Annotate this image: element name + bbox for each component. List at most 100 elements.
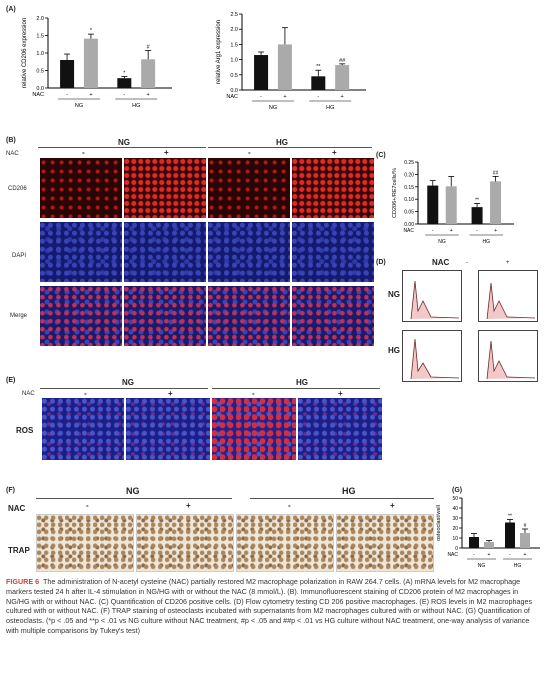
d-flow-ng-plus: [478, 270, 538, 322]
b-row-cd206: CD206: [8, 186, 27, 192]
f-nac-plus-2: +: [390, 501, 395, 510]
a1-ytick-label: 0.0: [36, 86, 44, 92]
a2-nac-sign: +: [283, 94, 286, 100]
e-tile-ng-minus: [42, 398, 124, 460]
f-header-hg: HG: [342, 486, 356, 496]
b-tile-merge-hg-minus: [208, 286, 290, 346]
c-nac-sign: +: [494, 228, 497, 234]
g-nac-sign: -: [509, 552, 511, 558]
a1-ytick-label: 0.5: [36, 69, 44, 75]
g-ytick-label: 40: [452, 506, 458, 512]
c-nac-label: NAC: [403, 228, 414, 234]
chart-a2: 0.0 0.5 1.0 1.5 2.0 2.5 relative Arg1 expressi…: [216, 12, 366, 111]
b-nac-minus-2: -: [248, 148, 251, 157]
b-nac-label: NAC: [6, 151, 19, 157]
c-bar: [471, 207, 483, 224]
a1-group-label: NG: [75, 103, 83, 109]
panel-label-a: (A): [6, 6, 16, 13]
a1-ytick-label: 2.0: [36, 16, 44, 22]
c-ylabel: CD206+/RE7cells/%: [392, 168, 398, 218]
c-ytick-label: 0.15: [404, 185, 414, 191]
e-tile-hg-plus: [298, 398, 382, 460]
e-tile-hg-minus: [212, 398, 296, 460]
a1-ytick-label: 1.0: [36, 51, 44, 57]
f-nac-label: NAC: [8, 504, 26, 513]
f-nac-minus-1: -: [86, 501, 89, 510]
a2-ytick-label: 2.0: [230, 27, 238, 33]
a1-bar: [83, 38, 98, 88]
g-ytick-label: 10: [452, 536, 458, 542]
a1-sig-label: *: [123, 70, 126, 76]
a2-ytick-label: 1.5: [230, 42, 238, 48]
g-bar: [469, 537, 479, 548]
f-ng-rule: [36, 498, 232, 499]
g-group-label: NG: [478, 563, 486, 569]
d-row-hg: HG: [388, 346, 400, 355]
a2-group-label: HG: [326, 105, 334, 111]
a2-nac-sign: -: [260, 94, 262, 100]
b-tile-cd206-hg-minus: [208, 158, 290, 218]
e-header-ng: NG: [122, 378, 134, 387]
chart-g: 0 10 20 30 40 50 osteoclast/well - + ** - # + NAC NG HG: [436, 496, 540, 569]
b-tile-dapi-hg-minus: [208, 222, 290, 282]
b-nac-minus-1: -: [82, 148, 85, 157]
a1-nac-sign: +: [147, 92, 150, 98]
c-ytick-label: 0.00: [404, 222, 414, 228]
b-tile-merge-hg-plus: [292, 286, 374, 346]
caption-figure-number: FIGURE 6: [6, 577, 40, 586]
g-ytick-label: 50: [452, 496, 458, 502]
b-tile-dapi-ng-plus: [124, 222, 206, 282]
c-bar: [490, 181, 502, 224]
panel-label-b: (B): [6, 137, 16, 144]
b-tile-dapi-hg-plus: [292, 222, 374, 282]
c-group-label: HG: [483, 239, 491, 245]
e-header-hg: HG: [296, 378, 308, 387]
d-nac-minus: -: [466, 260, 468, 266]
e-ng-rule: [40, 388, 208, 389]
c-sig-label: **: [475, 197, 479, 203]
c-ytick-label: 0.25: [404, 160, 414, 166]
a1-sig-label: #: [147, 45, 151, 51]
a1-nac-sign: -: [123, 92, 125, 98]
d-flow-ng-minus: [402, 270, 462, 322]
c-sig-label: ##: [493, 170, 499, 176]
b-tile-dapi-ng-minus: [40, 222, 122, 282]
f-nac-plus-1: +: [186, 501, 191, 510]
g-sig-label: #: [524, 523, 527, 529]
a1-ytick-label: 1.5: [36, 34, 44, 40]
e-row-ros: ROS: [16, 426, 34, 435]
a2-group-label: NG: [269, 105, 277, 111]
b-header-ng: NG: [118, 138, 130, 147]
b-tile-cd206-ng-plus: [124, 158, 206, 218]
g-ytick-label: 30: [452, 516, 458, 522]
c-nac-sign: -: [432, 228, 434, 234]
a2-ytick-label: 1.0: [230, 58, 238, 64]
d-flow-hg-minus: [402, 330, 462, 382]
a1-group-label: HG: [132, 103, 140, 109]
panel-label-e: (E): [6, 377, 16, 384]
c-ytick-label: 0.05: [404, 210, 414, 216]
panel-label-d: (D): [376, 259, 386, 266]
g-bar: [484, 542, 494, 548]
b-ng-rule: [38, 147, 206, 148]
c-ytick-label: 0.20: [404, 172, 414, 178]
f-header-ng: NG: [126, 486, 140, 496]
a2-ytick-label: 0.0: [230, 88, 238, 94]
g-ytick-label: 0: [455, 546, 458, 552]
b-hg-rule: [208, 147, 372, 148]
a1-nac-sign: -: [66, 92, 68, 98]
c-bar: [445, 186, 457, 224]
d-flow-hg-plus: [478, 330, 538, 382]
panel-label-g: (G): [452, 487, 463, 494]
e-tile-ng-plus: [126, 398, 210, 460]
e-nac-label: NAC: [22, 391, 35, 397]
b-tile-cd206-ng-minus: [40, 158, 122, 218]
b-row-dapi: DAPI: [12, 253, 27, 259]
b-tile-merge-ng-plus: [124, 286, 206, 346]
a2-ylabel: relative Arg1 expression: [216, 20, 222, 84]
a1-ylabel: relative CD206 expression: [22, 18, 28, 88]
b-tile-merge-ng-minus: [40, 286, 122, 346]
a2-sig-label: ##: [339, 58, 346, 64]
f-tile-hg-plus: [336, 514, 434, 572]
g-nac-sign: -: [473, 552, 475, 558]
